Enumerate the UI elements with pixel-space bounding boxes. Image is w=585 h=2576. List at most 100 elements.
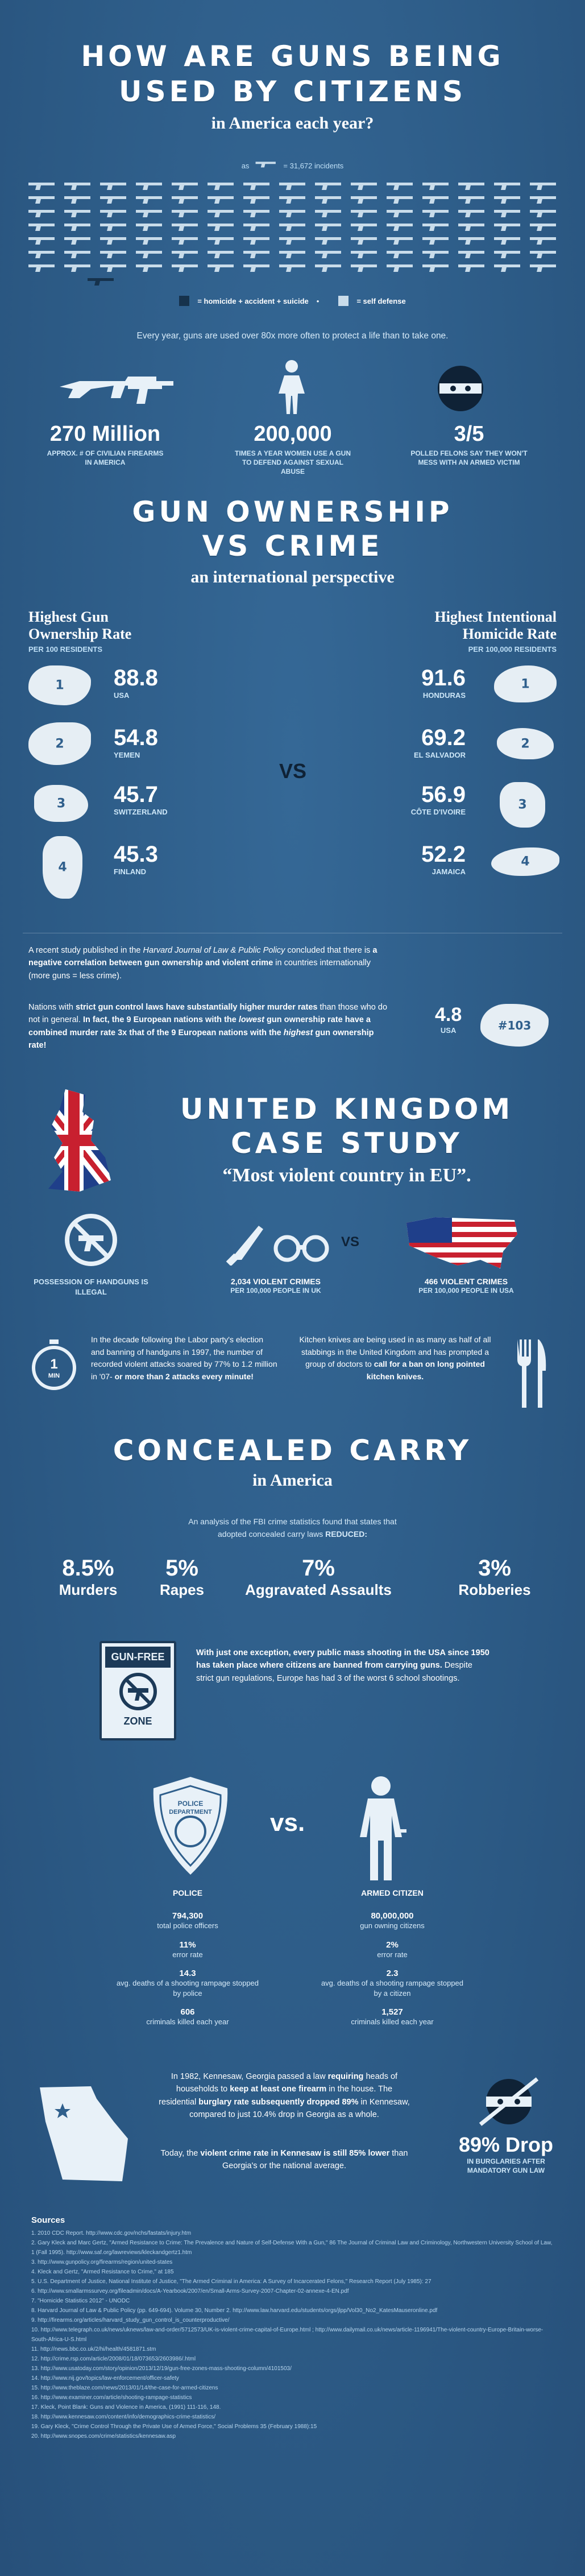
- police-vs-citizen: POLICE DEPARTMENT vs. POLICE ARMED CITIZ…: [0, 1775, 585, 2048]
- gun-self-defense-icon: [278, 195, 308, 205]
- robberies-pct: 3%: [478, 1556, 511, 1581]
- citizen-stat: 2.3 avg. deaths of a shooting rampage sto…: [318, 1969, 466, 1998]
- assaults-label: Aggravated Assaults: [245, 1581, 392, 1598]
- ownership-comparison: Highest Gun Ownership Rate PER 100 RESID…: [0, 609, 585, 927]
- knife-paragraph: Kitchen knives are being used in as many…: [299, 1335, 491, 1382]
- uk-title-line2: CASE STUDY: [231, 1127, 463, 1160]
- gun-self-defense-icon: [529, 222, 558, 232]
- gun-self-defense-icon: [385, 249, 415, 259]
- source-item: 1. 2010 CDC Report. http://www.cdc.gov/n…: [31, 2230, 192, 2236]
- citizen-stat: 2% error rate: [318, 1940, 466, 1960]
- citizen-stat-caption: avg. deaths of a shooting rampage stoppe…: [321, 1979, 464, 1998]
- source-item: 16. http://www.examiner.com/article/shoo…: [31, 2395, 192, 2401]
- gun-self-defense-icon: [99, 195, 128, 205]
- gun-self-defense-icon: [206, 195, 236, 205]
- usa-flag-map-icon: [401, 1211, 520, 1277]
- finland-map: 4: [43, 836, 82, 899]
- gun-self-defense-icon: [350, 235, 379, 246]
- gun-self-defense-icon: [63, 222, 93, 232]
- woman-icon: [266, 358, 317, 418]
- citizen-stat-caption: criminals killed each year: [351, 2017, 434, 2027]
- sources-title: Sources: [31, 2215, 65, 2225]
- assaults-pct: 7%: [302, 1556, 335, 1581]
- police-stat: 14.3 avg. deaths of a shooting rampage st…: [114, 1969, 262, 1998]
- source-item: 17. Kleck, Point Blank: Guns and Violenc…: [31, 2404, 221, 2410]
- usa-crimes-number: 466 VIOLENT CRIMES: [424, 1277, 508, 1286]
- citizen-stat-number: 1,527: [381, 2007, 403, 2017]
- gun-self-defense-icon: [385, 181, 415, 191]
- gun-self-defense-icon: [99, 249, 128, 259]
- citizen-stat-caption: gun owning citizens: [360, 1921, 425, 1930]
- uk-crimes-sub: PER 100,000 PEOPLE IN UK: [230, 1287, 321, 1295]
- source-item: 8. Harvard Journal of Law & Public Polic…: [31, 2308, 438, 2314]
- usa-homicide-label: USA: [440, 1026, 457, 1035]
- ownership-header: GUN OWNERSHIP VS CRIME an international …: [0, 495, 585, 587]
- citizen-stat-number: 2%: [386, 1940, 399, 1950]
- carry-reductions: 8.5% Murders 5% Rapes 7% Aggravated Assa…: [0, 1556, 585, 1612]
- gun-self-defense-icon: [171, 263, 200, 273]
- gun-self-defense-icon: [529, 181, 558, 191]
- self-defense-swatch: [338, 296, 349, 306]
- gun-self-defense-icon: [385, 235, 415, 246]
- right-country-1: HONDURAS: [422, 691, 466, 700]
- police-stat: 11% error rate: [114, 1940, 262, 1960]
- gun-self-defense-icon: [206, 235, 236, 246]
- gun-self-defense-icon: [135, 222, 164, 232]
- rapes-pct: 5%: [165, 1556, 198, 1581]
- left-country-2: YEMEN: [114, 751, 140, 759]
- gun-self-defense-icon: [385, 208, 415, 218]
- burglar-mask-icon: [478, 2076, 540, 2130]
- right-value-4: 52.2: [421, 842, 466, 867]
- gun-self-defense-icon: [135, 235, 164, 246]
- gun-self-defense-icon: [206, 181, 236, 191]
- right-subheading: PER 100,000 RESIDENTS: [468, 645, 557, 654]
- right-country-2: EL SALVADOR: [413, 751, 466, 759]
- gun-free-zone-block: GUN-FREE ZONE With just one exception, e…: [0, 1641, 585, 1755]
- gun-self-defense-icon: [314, 222, 343, 232]
- kennesaw-block: In 1982, Kennesaw, Georgia passed a law …: [0, 2070, 585, 2184]
- sign-bottom: ZONE: [123, 1715, 152, 1727]
- gun-self-defense-icon: [529, 235, 558, 246]
- stopwatch-icon: 1 MIN: [31, 1339, 77, 1391]
- knife-handcuffs-icon: [225, 1220, 333, 1268]
- source-item: 11. http://news.bbc.co.uk/2/hi/health/45…: [31, 2346, 156, 2352]
- gun-self-defense-icon: [171, 222, 200, 232]
- right-heading: Highest Intentional Homicide Rate: [434, 609, 557, 642]
- right-value-1: 91.6: [421, 665, 466, 690]
- left-value-2: 54.8: [114, 725, 158, 750]
- gun-grid: [0, 181, 585, 290]
- right-country-3: CÔTE D'IVOIRE: [410, 808, 466, 816]
- police-stat-caption: criminals killed each year: [146, 2017, 229, 2027]
- gun-self-defense-icon: [63, 263, 93, 273]
- timer-unit: MIN: [48, 1372, 60, 1379]
- gun-self-defense-icon: [171, 181, 200, 191]
- gun-self-defense-icon: [350, 208, 379, 218]
- gun-self-defense-icon: [350, 195, 379, 205]
- usa-map: 1: [28, 665, 91, 705]
- gun-self-defense-icon: [242, 208, 272, 218]
- gun-self-defense-icon: [206, 222, 236, 232]
- source-item: 3. http://www.gunpolicy.org/firearms/reg…: [31, 2259, 173, 2265]
- source-item: 18. http://www.kennesaw.com/content/info…: [31, 2414, 216, 2420]
- gun-self-defense-icon: [350, 222, 379, 232]
- gun-self-defense-icon: [314, 235, 343, 246]
- page-title-line1: HOW ARE GUNS BEING: [81, 40, 504, 73]
- gun-self-defense-icon: [421, 208, 451, 218]
- badge-bottom-text: DEPARTMENT: [169, 1809, 212, 1816]
- gun-self-defense-icon: [350, 263, 379, 273]
- citizen-stat-number: 80,000,000: [371, 1911, 414, 1921]
- gun-self-defense-icon: [529, 249, 558, 259]
- gun-self-defense-icon: [314, 263, 343, 273]
- gun-self-defense-icon: [206, 249, 236, 259]
- gun-self-defense-icon: [135, 263, 164, 273]
- rifle-icon: [57, 364, 176, 412]
- page-title-line2: USED BY CITIZENS: [119, 75, 466, 108]
- gun-self-defense-icon: [27, 235, 57, 246]
- gun-self-defense-icon: [421, 222, 451, 232]
- right-country-4: JAMAICA: [432, 867, 466, 876]
- gun-self-defense-icon: [493, 249, 522, 259]
- gun-self-defense-icon: [457, 263, 487, 273]
- gun-unit-icon: [255, 160, 277, 171]
- carry-subtitle: in America: [252, 1471, 333, 1490]
- gun-self-defense-icon: [421, 195, 451, 205]
